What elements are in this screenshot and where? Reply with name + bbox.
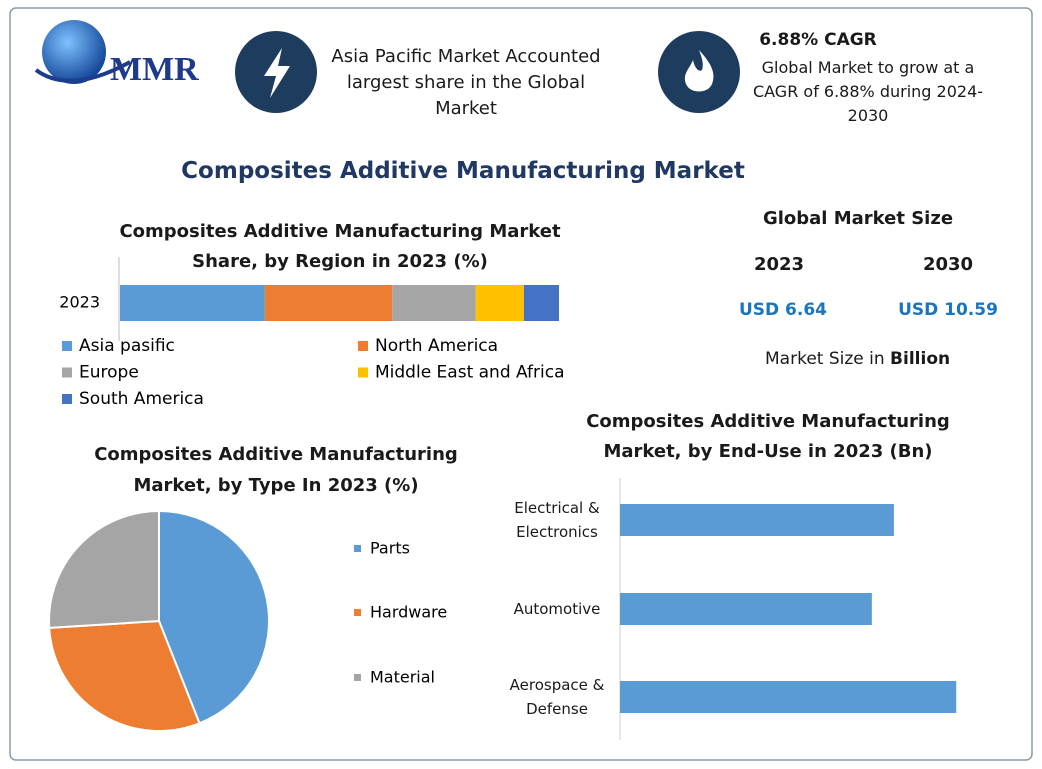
pie-slice <box>48 619 201 732</box>
category-label: Electrical & Electronics <box>514 499 600 541</box>
note-bold: Billion <box>890 349 951 369</box>
pie-slice <box>48 509 160 629</box>
bar-segment <box>392 285 476 321</box>
legend-label: Europe <box>79 363 139 383</box>
legend-swatch <box>354 674 361 681</box>
icon-bolt-glyph <box>264 48 290 98</box>
legend-swatch <box>354 545 361 552</box>
bar-segment <box>264 285 393 321</box>
legend-swatch <box>62 394 72 404</box>
cagr-title: 6.88% CAGR <box>759 30 877 50</box>
market-size-title: Global Market Size <box>762 208 954 229</box>
logo-swoosh <box>34 60 131 83</box>
cagr-text: Global Market to grow at a CAGR of 6.88%… <box>752 58 984 125</box>
legend-swatch <box>358 367 368 378</box>
year-label: 2023 <box>753 254 805 275</box>
market-value: USD 6.64 <box>738 300 828 320</box>
legend-swatch <box>62 367 72 378</box>
legend-label: Material <box>370 668 435 687</box>
logo-text: MMR <box>110 51 199 88</box>
category-label: Aerospace & Defense <box>509 676 605 718</box>
frame <box>9 7 1033 761</box>
legend-label: North America <box>375 336 498 356</box>
legend-label: Middle East and Africa <box>375 363 565 383</box>
category-label: Automotive <box>513 600 601 618</box>
market-note: Market Size in Billion <box>765 349 950 369</box>
legend-label: South America <box>79 389 204 409</box>
legend-label: Asia pasific <box>79 336 175 356</box>
chart-title: Market, by Type In 2023 (%) <box>133 475 418 496</box>
bar-segment <box>120 285 265 321</box>
category-label: 2023 <box>59 293 100 312</box>
bar <box>620 681 957 713</box>
legend-swatch <box>358 341 368 351</box>
main-title: Composites Additive Manufacturing Market <box>181 158 745 184</box>
chart-title: Composites Additive Manufacturing <box>586 411 950 432</box>
legend-swatch <box>354 609 361 616</box>
legend-label: Parts <box>370 539 410 558</box>
chart-title: Composites Additive Manufacturing <box>94 444 458 465</box>
year-label: 2030 <box>922 254 974 275</box>
logo-globe <box>42 20 106 84</box>
pie-slice <box>158 509 270 725</box>
market-value: USD 10.59 <box>898 300 998 320</box>
bar-segment <box>475 285 524 321</box>
legend-swatch <box>62 341 72 351</box>
bar-segment <box>523 285 559 321</box>
bar <box>620 593 872 625</box>
chart-title: Share, by Region in 2023 (%) <box>192 251 488 272</box>
legend-label: Hardware <box>370 603 447 622</box>
bar <box>620 504 894 536</box>
icon-flame-glyph <box>684 50 714 92</box>
chart-title: Composites Additive Manufacturing Market <box>119 221 561 242</box>
note-text: Market Size in <box>765 349 885 369</box>
highlight-text: Asia Pacific Market Accounted largest sh… <box>331 46 601 119</box>
chart-title: Market, by End-Use in 2023 (Bn) <box>603 441 932 462</box>
